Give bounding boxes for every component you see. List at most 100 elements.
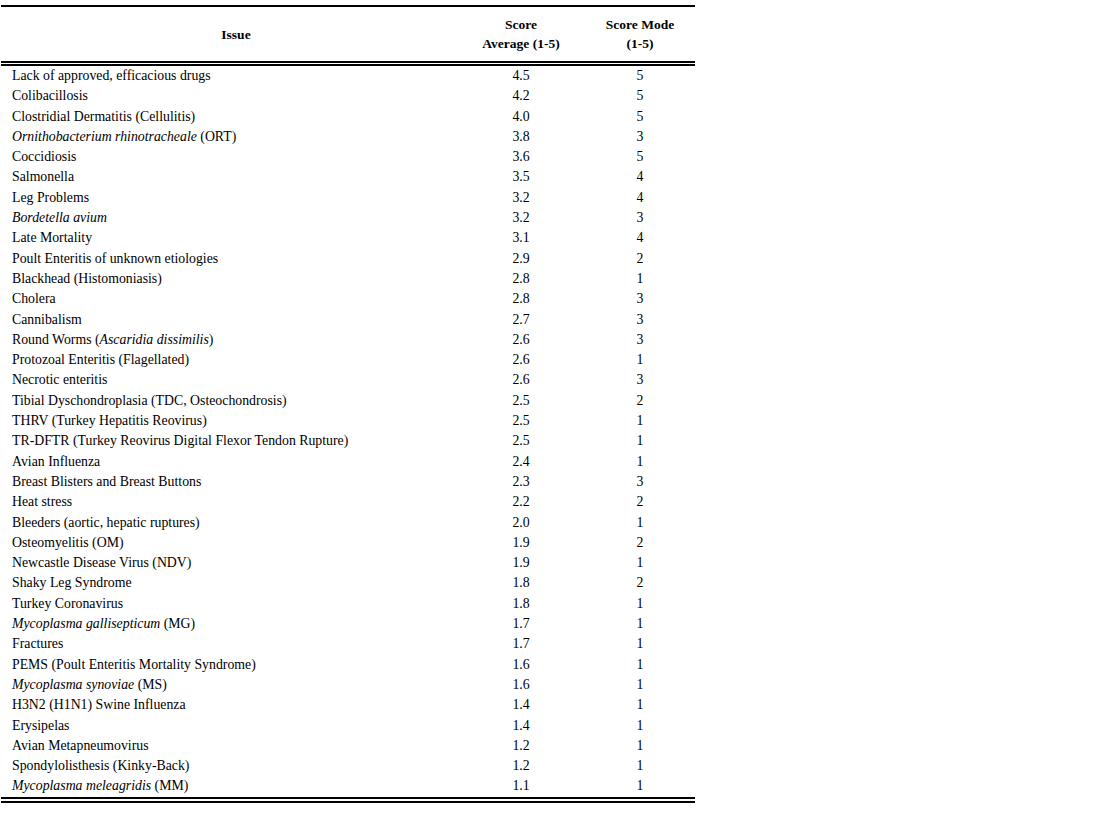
issue-text: PEMS (Poult Enteritis Mortality Syndrome… bbox=[12, 657, 256, 672]
table-row: Blackhead (Histomoniasis)2.81 bbox=[1, 269, 695, 289]
issue-text: (ORT) bbox=[197, 129, 236, 144]
score-mode-cell: 1 bbox=[585, 756, 695, 776]
issue-cell: Clostridial Dermatitis (Cellulitis) bbox=[1, 107, 457, 127]
score-mode-cell: 4 bbox=[585, 228, 695, 248]
score-mode-cell: 2 bbox=[585, 391, 695, 411]
score-mode-cell: 3 bbox=[585, 127, 695, 147]
score-mode-cell: 1 bbox=[585, 452, 695, 472]
score-average-cell: 2.6 bbox=[457, 350, 585, 370]
score-mode-cell: 1 bbox=[585, 695, 695, 715]
issue-cell: Leg Problems bbox=[1, 188, 457, 208]
issue-cell: PEMS (Poult Enteritis Mortality Syndrome… bbox=[1, 655, 457, 675]
issue-cell: Fractures bbox=[1, 634, 457, 654]
score-mode-cell: 5 bbox=[585, 66, 695, 86]
issue-cell: Heat stress bbox=[1, 492, 457, 512]
issue-text: Avian Metapneumovirus bbox=[12, 738, 149, 753]
score-mode-cell: 1 bbox=[585, 634, 695, 654]
score-average-cell: 2.8 bbox=[457, 269, 585, 289]
issue-cell: Ornithobacterium rhinotracheale (ORT) bbox=[1, 127, 457, 147]
issue-cell: TR-DFTR (Turkey Reovirus Digital Flexor … bbox=[1, 431, 457, 451]
issue-text: Shaky Leg Syndrome bbox=[12, 575, 132, 590]
score-average-cell: 1.2 bbox=[457, 736, 585, 756]
issue-text: Cholera bbox=[12, 291, 56, 306]
column-header-score-average: Score Average (1-5) bbox=[457, 15, 585, 53]
score-average-cell: 3.2 bbox=[457, 188, 585, 208]
score-mode-cell: 1 bbox=[585, 411, 695, 431]
table-row: Newcastle Disease Virus (NDV)1.91 bbox=[1, 553, 695, 573]
issue-cell: Erysipelas bbox=[1, 716, 457, 736]
issue-cell: Avian Influenza bbox=[1, 452, 457, 472]
score-average-cell: 2.4 bbox=[457, 452, 585, 472]
issue-cell: Turkey Coronavirus bbox=[1, 594, 457, 614]
issue-cell: Shaky Leg Syndrome bbox=[1, 573, 457, 593]
issue-text: Leg Problems bbox=[12, 190, 89, 205]
issue-cell: THRV (Turkey Hepatitis Reovirus) bbox=[1, 411, 457, 431]
score-mode-cell: 1 bbox=[585, 269, 695, 289]
issue-text: Bleeders (aortic, hepatic ruptures) bbox=[12, 515, 200, 530]
page: Issue Score Average (1-5) Score Mode (1-… bbox=[0, 0, 1100, 816]
issue-cell: Mycoplasma gallisepticum (MG) bbox=[1, 614, 457, 634]
score-mode-cell: 4 bbox=[585, 188, 695, 208]
table-row: Tibial Dyschondroplasia (TDC, Osteochond… bbox=[1, 391, 695, 411]
score-mode-cell: 1 bbox=[585, 553, 695, 573]
score-mode-cell: 1 bbox=[585, 716, 695, 736]
issue-cell: Late Mortality bbox=[1, 228, 457, 248]
table-row: Necrotic enteritis2.63 bbox=[1, 370, 695, 390]
issue-text: Tibial Dyschondroplasia (TDC, Osteochond… bbox=[12, 393, 287, 408]
score-average-cell: 1.6 bbox=[457, 655, 585, 675]
score-average-cell: 3.8 bbox=[457, 127, 585, 147]
score-mode-cell: 5 bbox=[585, 107, 695, 127]
table-row: Bleeders (aortic, hepatic ruptures)2.01 bbox=[1, 513, 695, 533]
issue-text: Late Mortality bbox=[12, 230, 92, 245]
issue-text: (MM) bbox=[151, 778, 188, 793]
table-header-row: Issue Score Average (1-5) Score Mode (1-… bbox=[1, 7, 695, 66]
score-mode-cell: 5 bbox=[585, 86, 695, 106]
score-average-cell: 1.8 bbox=[457, 594, 585, 614]
issue-text: Protozoal Enteritis (Flagellated) bbox=[12, 352, 189, 367]
issue-text: Newcastle Disease Virus (NDV) bbox=[12, 555, 191, 570]
issue-text: (MS) bbox=[134, 677, 167, 692]
issue-text: Clostridial Dermatitis (Cellulitis) bbox=[12, 109, 195, 124]
table-row: Turkey Coronavirus1.81 bbox=[1, 594, 695, 614]
score-mode-cell: 1 bbox=[585, 776, 695, 796]
table-row: Late Mortality 3.14 bbox=[1, 228, 695, 248]
issue-text: Avian Influenza bbox=[12, 454, 100, 469]
score-mode-cell: 1 bbox=[585, 350, 695, 370]
table-row: Mycoplasma gallisepticum (MG)1.71 bbox=[1, 614, 695, 634]
score-mode-cell: 2 bbox=[585, 249, 695, 269]
issue-text: Salmonella bbox=[12, 169, 74, 184]
score-mode-cell: 3 bbox=[585, 370, 695, 390]
issue-cell: Tibial Dyschondroplasia (TDC, Osteochond… bbox=[1, 391, 457, 411]
score-average-cell: 2.0 bbox=[457, 513, 585, 533]
issue-cell: Colibacillosis bbox=[1, 86, 457, 106]
issue-text: Lack of approved, efficacious drugs bbox=[12, 68, 211, 83]
issue-text-italic: Mycoplasma gallisepticum bbox=[12, 616, 160, 631]
issue-text: ) bbox=[209, 332, 214, 347]
issue-text-italic: Mycoplasma meleagridis bbox=[12, 778, 151, 793]
score-average-cell: 2.3 bbox=[457, 472, 585, 492]
table-row: Avian Influenza 2.41 bbox=[1, 452, 695, 472]
issue-cell: Breast Blisters and Breast Buttons bbox=[1, 472, 457, 492]
table-row: Heat stress2.22 bbox=[1, 492, 695, 512]
score-average-cell: 3.2 bbox=[457, 208, 585, 228]
score-average-cell: 2.6 bbox=[457, 370, 585, 390]
table-row: Lack of approved, efficacious drugs4.55 bbox=[1, 66, 695, 86]
issue-cell: H3N2 (H1N1) Swine Influenza bbox=[1, 695, 457, 715]
table-row: Avian Metapneumovirus1.21 bbox=[1, 736, 695, 756]
score-average-cell: 4.2 bbox=[457, 86, 585, 106]
issue-text: Coccidiosis bbox=[12, 149, 76, 164]
issue-text: Turkey Coronavirus bbox=[12, 596, 123, 611]
score-mode-cell: 3 bbox=[585, 289, 695, 309]
issue-cell: Protozoal Enteritis (Flagellated) bbox=[1, 350, 457, 370]
score-mode-cell: 3 bbox=[585, 472, 695, 492]
table-row: Poult Enteritis of unknown etiologies2.9… bbox=[1, 249, 695, 269]
score-average-cell: 2.6 bbox=[457, 330, 585, 350]
issue-cell: Salmonella bbox=[1, 167, 457, 187]
issue-cell: Blackhead (Histomoniasis) bbox=[1, 269, 457, 289]
issue-cell: Cannibalism bbox=[1, 310, 457, 330]
score-average-cell: 3.1 bbox=[457, 228, 585, 248]
table-row: Protozoal Enteritis (Flagellated) 2.61 bbox=[1, 350, 695, 370]
column-header-issue: Issue bbox=[1, 25, 457, 44]
score-mode-cell: 1 bbox=[585, 431, 695, 451]
table-row: Colibacillosis4.25 bbox=[1, 86, 695, 106]
